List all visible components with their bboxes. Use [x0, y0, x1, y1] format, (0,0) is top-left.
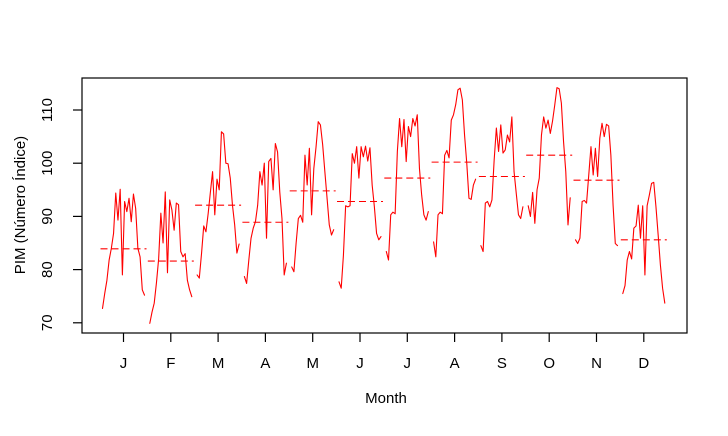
y-tick-label: 110	[39, 98, 56, 122]
y-axis-title: PIM (Número Índice)	[12, 136, 29, 274]
month-series-11	[574, 122, 619, 247]
x-axis-title: Month	[365, 390, 407, 407]
x-tick-label-D: D	[638, 355, 649, 372]
month-series-8	[433, 87, 477, 258]
plot-box	[81, 77, 688, 334]
y-tick-label: 70	[39, 314, 56, 331]
x-tick-label-J: J	[120, 355, 128, 372]
month-series-12	[622, 181, 666, 304]
month-series-5	[291, 121, 335, 273]
y-tick-label: 90	[39, 208, 56, 225]
series-group	[101, 87, 666, 324]
month-series-3	[196, 131, 240, 279]
month-series-7	[385, 114, 429, 261]
y-axis: 70 80 90 100 110	[39, 98, 82, 331]
x-tick-label-N: N	[591, 355, 602, 372]
x-tick-label-S: S	[497, 355, 507, 372]
x-tick-label-J: J	[356, 355, 364, 372]
month-series-9	[480, 116, 524, 253]
monthly-mean-lines	[100, 154, 667, 262]
month-series-6	[338, 145, 382, 289]
month-series-10	[527, 87, 571, 226]
x-tick-label-M: M	[212, 355, 225, 372]
month-series-4	[243, 142, 287, 284]
x-tick-label-F: F	[166, 355, 175, 372]
y-tick-label: 80	[39, 261, 56, 278]
x-tick-label-J: J	[404, 355, 412, 372]
month-series-1	[101, 188, 146, 309]
x-tick-label-A: A	[450, 355, 460, 372]
x-tick-label-O: O	[543, 355, 555, 372]
x-tick-label-M: M	[306, 355, 319, 372]
x-tick-label-A: A	[260, 355, 270, 372]
month-series-2	[149, 191, 193, 324]
y-tick-label: 100	[39, 151, 56, 176]
